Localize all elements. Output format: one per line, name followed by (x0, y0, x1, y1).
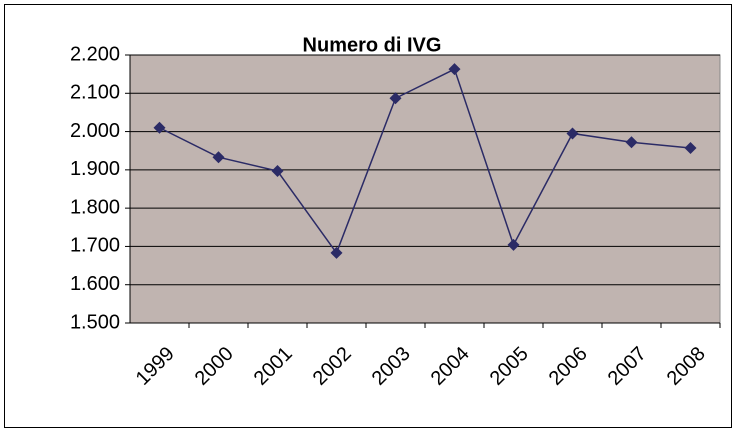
y-tick-label: 1.900 (70, 158, 120, 180)
marker (566, 127, 579, 140)
y-tick-label: 2.000 (70, 120, 120, 142)
y-tick-label: 1.600 (70, 273, 120, 295)
line (159, 68, 691, 255)
plot-area: 1.500 1.600 1.700 1.800 1.900 2.000 2.100 2.200… (70, 43, 721, 390)
marker (271, 165, 284, 178)
marker (389, 92, 402, 105)
y-tick-label: 1.700 (70, 235, 120, 257)
chart-title: Numero di IVG (303, 34, 442, 56)
marker (684, 142, 697, 155)
marker (507, 238, 520, 251)
marker (330, 246, 343, 259)
marker (153, 121, 166, 134)
y-tick-label: 1.800 (70, 196, 120, 218)
marker (625, 136, 638, 149)
marker (212, 151, 225, 164)
y-tick-label: 2.100 (70, 82, 120, 104)
marker (448, 63, 461, 76)
plot-background (129, 54, 721, 324)
y-tick-label: 1.500 (70, 311, 120, 333)
y-tick-label: 2.200 (70, 43, 120, 65)
